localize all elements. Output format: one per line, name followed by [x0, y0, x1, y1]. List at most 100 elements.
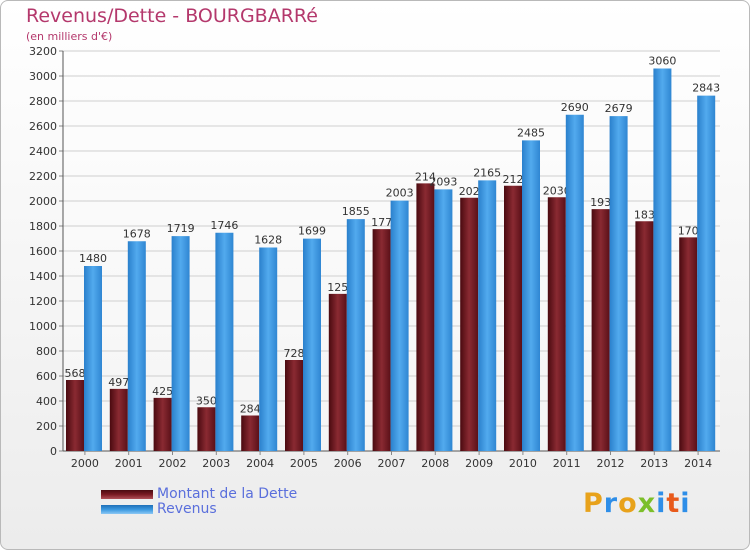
data-label-debt: 212 [503, 173, 524, 186]
data-label-revenue: 1480 [79, 252, 107, 265]
bar-debt [591, 209, 610, 451]
x-tick-label: 2007 [378, 457, 406, 470]
legend-swatch-revenue [101, 505, 153, 514]
data-label-revenue: 1746 [210, 219, 238, 232]
y-tick-label: 400 [36, 395, 57, 408]
y-tick-label: 3200 [29, 45, 57, 58]
data-label-debt: 350 [196, 394, 217, 407]
legend-swatch-debt [101, 490, 153, 499]
y-tick-label: 0 [50, 445, 57, 458]
chart-title: Revenus/Dette - BOURGBARRé [26, 5, 318, 27]
logo-letter: i [656, 488, 667, 519]
data-label-debt: 125 [327, 281, 348, 294]
bar-debt [460, 197, 479, 451]
x-tick-label: 2013 [640, 457, 668, 470]
x-tick-label: 2009 [465, 457, 493, 470]
x-tick-label: 2004 [246, 457, 274, 470]
logo-letter: t [666, 488, 681, 519]
data-label-revenue: 2093 [429, 175, 457, 188]
bar-revenue [434, 189, 453, 451]
bar-debt [679, 237, 698, 451]
bar-debt [197, 407, 216, 451]
bar-revenue [653, 68, 672, 451]
bar-debt [285, 360, 303, 451]
data-label-debt: 284 [240, 403, 261, 416]
x-tick-label: 2006 [334, 457, 362, 470]
data-label-debt: 568 [65, 367, 86, 380]
data-label-debt: 214 [415, 170, 436, 183]
bar-revenue [259, 247, 278, 451]
bar-revenue [478, 180, 497, 451]
x-tick-label: 2005 [290, 457, 318, 470]
data-label-debt: 202 [459, 185, 480, 198]
y-tick-label: 1600 [29, 245, 57, 258]
y-tick-label: 800 [36, 345, 57, 358]
data-label-debt: 170 [678, 224, 699, 237]
bar-debt [153, 397, 172, 451]
bar-revenue [303, 238, 321, 451]
bar-debt [328, 293, 347, 451]
proxiti-logo: Proxiti [583, 488, 691, 519]
bar-revenue [127, 241, 146, 451]
y-tick-label: 200 [36, 420, 57, 433]
data-label-debt: 2030 [543, 184, 571, 197]
y-tick-label: 1400 [29, 270, 57, 283]
bar-revenue [609, 116, 628, 451]
bar-revenue [346, 219, 365, 451]
y-tick-label: 3000 [29, 70, 57, 83]
data-label-revenue: 1855 [342, 205, 370, 218]
y-tick-label: 2600 [29, 120, 57, 133]
y-tick-label: 2000 [29, 195, 57, 208]
x-tick-label: 2001 [115, 457, 143, 470]
x-tick-label: 2014 [684, 457, 712, 470]
x-tick-label: 2011 [553, 457, 581, 470]
data-label-revenue: 2690 [561, 101, 589, 114]
logo-letter: r [603, 488, 619, 519]
bar-revenue [390, 200, 409, 451]
data-label-revenue: 2843 [692, 82, 720, 95]
x-tick-label: 2010 [509, 457, 537, 470]
y-tick-label: 1800 [29, 220, 57, 233]
bar-debt [241, 415, 260, 451]
data-label-revenue: 2003 [386, 187, 414, 200]
data-label-revenue: 2679 [605, 102, 633, 115]
data-label-revenue: 2485 [517, 126, 545, 139]
data-label-debt: 177 [371, 216, 392, 229]
logo-letter: x [637, 488, 657, 519]
bar-revenue [697, 95, 716, 451]
y-tick-label: 600 [36, 370, 57, 383]
bar-debt [504, 185, 522, 451]
y-tick-label: 2400 [29, 145, 57, 158]
data-label-revenue: 1719 [167, 222, 195, 235]
y-tick-label: 2200 [29, 170, 57, 183]
data-label-debt: 183 [634, 208, 655, 221]
x-tick-label: 2003 [202, 457, 230, 470]
data-label-debt: 497 [108, 376, 129, 389]
bar-debt [66, 380, 84, 451]
legend-label-debt: Montant de la Dette [157, 486, 298, 502]
y-tick-label: 1200 [29, 295, 57, 308]
chart-subtitle: (en milliers d'€) [26, 30, 113, 43]
data-label-revenue: 1678 [123, 227, 151, 240]
bar-revenue [215, 232, 234, 451]
data-label-debt: 193 [590, 196, 611, 209]
y-tick-label: 1000 [29, 320, 57, 333]
data-label-revenue: 1628 [254, 234, 282, 247]
bar-debt [416, 183, 435, 451]
bar-debt [635, 221, 654, 451]
data-label-revenue: 3060 [648, 55, 676, 68]
bar-revenue [84, 266, 102, 451]
logo-letter: P [583, 488, 604, 519]
bar-debt [547, 197, 566, 451]
bar-debt [372, 229, 391, 451]
legend-label-revenue: Revenus [157, 501, 217, 517]
logo-letter: o [618, 488, 638, 519]
x-tick-label: 2008 [421, 457, 449, 470]
bar-revenue [522, 140, 540, 451]
bar-revenue [171, 236, 190, 451]
bar-debt [109, 388, 128, 451]
x-tick-label: 2002 [159, 457, 187, 470]
bar-revenue [565, 114, 584, 451]
